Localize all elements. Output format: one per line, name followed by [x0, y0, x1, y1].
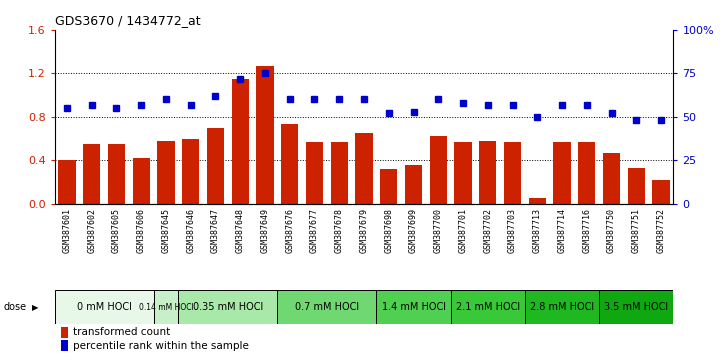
Text: GDS3670 / 1434772_at: GDS3670 / 1434772_at: [55, 14, 200, 27]
Text: GSM387699: GSM387699: [409, 208, 418, 253]
Bar: [306, 142, 323, 204]
Bar: [355, 133, 373, 204]
Text: 2.1 mM HOCl: 2.1 mM HOCl: [456, 302, 520, 312]
Text: 0.14 mM HOCl: 0.14 mM HOCl: [138, 303, 194, 312]
Text: GSM387701: GSM387701: [459, 208, 467, 253]
Bar: [599, 290, 673, 324]
Bar: [504, 142, 521, 204]
Bar: [154, 290, 178, 324]
Text: GSM387750: GSM387750: [607, 208, 616, 253]
Text: GSM387605: GSM387605: [112, 208, 121, 253]
Text: GSM387698: GSM387698: [384, 208, 393, 253]
Bar: [182, 138, 199, 204]
Text: GSM387678: GSM387678: [335, 208, 344, 253]
Bar: [277, 290, 376, 324]
Bar: [157, 141, 175, 204]
Text: GSM387649: GSM387649: [261, 208, 269, 253]
Bar: [628, 168, 645, 204]
Bar: [479, 141, 496, 204]
Text: GSM387645: GSM387645: [162, 208, 170, 253]
Bar: [55, 290, 154, 324]
Text: GSM387714: GSM387714: [558, 208, 566, 253]
Text: transformed count: transformed count: [73, 327, 170, 337]
Bar: [256, 66, 274, 204]
Text: GSM387601: GSM387601: [63, 208, 71, 253]
Text: GSM387752: GSM387752: [657, 208, 665, 253]
Text: 1.4 mM HOCl: 1.4 mM HOCl: [381, 302, 446, 312]
Bar: [454, 142, 472, 204]
Text: dose: dose: [4, 302, 27, 312]
Text: GSM387702: GSM387702: [483, 208, 492, 253]
Bar: [376, 290, 451, 324]
Bar: [430, 136, 447, 204]
Text: 0.7 mM HOCl: 0.7 mM HOCl: [295, 302, 359, 312]
Text: 0 mM HOCl: 0 mM HOCl: [76, 302, 132, 312]
Text: GSM387679: GSM387679: [360, 208, 368, 253]
Text: GSM387602: GSM387602: [87, 208, 96, 253]
Bar: [132, 158, 150, 204]
Text: GSM387676: GSM387676: [285, 208, 294, 253]
Text: ▶: ▶: [32, 303, 39, 312]
Bar: [61, 340, 68, 351]
Bar: [603, 153, 620, 204]
Text: 3.5 mM HOCl: 3.5 mM HOCl: [604, 302, 668, 312]
Text: GSM387713: GSM387713: [533, 208, 542, 253]
Bar: [83, 144, 100, 204]
Bar: [331, 142, 348, 204]
Bar: [529, 198, 546, 204]
Bar: [108, 144, 125, 204]
Bar: [207, 128, 224, 204]
Bar: [451, 290, 525, 324]
Text: GSM387751: GSM387751: [632, 208, 641, 253]
Bar: [380, 169, 397, 204]
Bar: [232, 79, 249, 204]
Bar: [281, 124, 298, 204]
Text: 0.35 mM HOCl: 0.35 mM HOCl: [193, 302, 263, 312]
Bar: [525, 290, 599, 324]
Text: GSM387647: GSM387647: [211, 208, 220, 253]
Text: GSM387648: GSM387648: [236, 208, 245, 253]
Text: GSM387703: GSM387703: [508, 208, 517, 253]
Bar: [553, 142, 571, 204]
Bar: [58, 160, 76, 204]
Bar: [405, 165, 422, 204]
Text: GSM387677: GSM387677: [310, 208, 319, 253]
Text: GSM387646: GSM387646: [186, 208, 195, 253]
Text: GSM387700: GSM387700: [434, 208, 443, 253]
Text: percentile rank within the sample: percentile rank within the sample: [73, 341, 249, 350]
Bar: [61, 327, 68, 338]
Text: GSM387606: GSM387606: [137, 208, 146, 253]
Bar: [652, 180, 670, 204]
Text: GSM387716: GSM387716: [582, 208, 591, 253]
Bar: [578, 142, 596, 204]
Bar: [178, 290, 277, 324]
Text: 2.8 mM HOCl: 2.8 mM HOCl: [530, 302, 594, 312]
